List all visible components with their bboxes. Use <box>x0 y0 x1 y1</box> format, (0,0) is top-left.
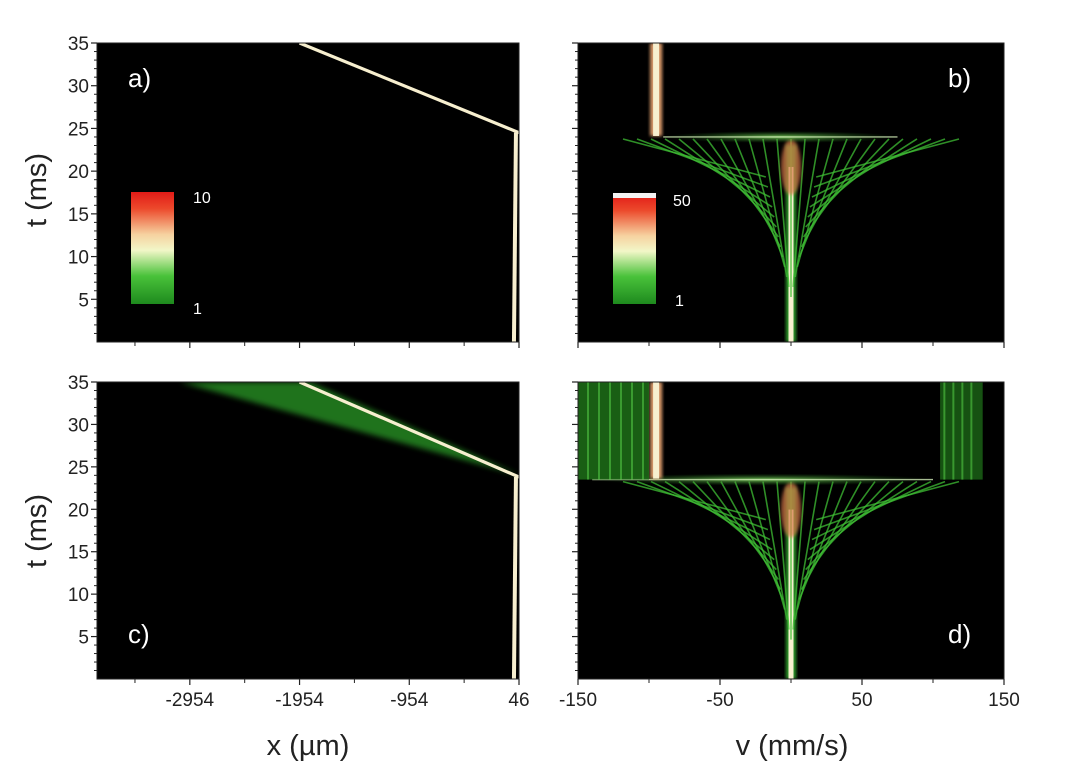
x-tick-label: -2954 <box>166 690 215 711</box>
spread-streak <box>792 138 806 288</box>
drift-trace <box>298 43 519 135</box>
panel-label-a: a) <box>128 63 151 93</box>
y-tick-label: 20 <box>68 162 89 183</box>
y-tick-label: 35 <box>68 34 89 55</box>
colorbar-a-max-label: 10 <box>193 190 211 207</box>
plot-area <box>97 382 519 679</box>
spread-streak <box>678 480 775 561</box>
panel-b <box>577 42 1005 343</box>
spread-streak <box>811 138 932 198</box>
y-tick-label: 5 <box>78 628 89 649</box>
y-tick-label: 10 <box>68 248 89 269</box>
spread-streak <box>809 138 918 208</box>
spread-streak <box>762 138 788 278</box>
spread-streak <box>664 480 773 551</box>
y-tick-label: 25 <box>68 119 89 140</box>
x-tick-label: -954 <box>390 690 428 711</box>
x-tick-label: -1954 <box>275 690 324 711</box>
plot-frame <box>96 381 520 680</box>
colorbar-a <box>131 192 174 304</box>
x-axis-title-right: v (mm/s) <box>736 730 849 762</box>
spread-streak <box>692 138 777 228</box>
spread-streak <box>734 481 784 600</box>
static-trace <box>511 477 518 679</box>
y-tick-label: 20 <box>68 500 89 521</box>
drift-spread <box>179 382 519 476</box>
spread-streak <box>794 481 820 620</box>
spread-streak <box>734 138 784 258</box>
y-axis-title-top: t (ms) <box>21 153 53 227</box>
x-tick-label: 150 <box>988 690 1020 711</box>
colorbar-b <box>613 194 656 304</box>
side-band-left <box>578 382 649 480</box>
x-tick-label: -150 <box>559 690 597 711</box>
y-tick-label: 5 <box>78 290 89 311</box>
spread-streak <box>815 480 960 521</box>
static-trace <box>511 132 518 342</box>
colorbar-a-min-label: 1 <box>193 301 202 318</box>
spread-streak <box>815 138 960 178</box>
spread-streak <box>762 481 788 620</box>
y-tick-label: 15 <box>68 543 89 564</box>
axis-ticks: 5 10 15 20 25 30 35 5 10 15 20 25 30 35 -2954 -1954 -954… <box>68 34 1020 711</box>
spread-streak <box>811 480 932 541</box>
x-axis-title-left: x (µm) <box>267 730 350 762</box>
y-axis-title-bottom: t (ms) <box>21 494 53 568</box>
spread-streak <box>692 481 777 571</box>
hot-core <box>781 481 801 538</box>
spread-streak <box>664 138 773 208</box>
panel-label-d: d) <box>948 619 971 649</box>
spread-streak <box>794 138 820 278</box>
panel-label-c: c) <box>128 619 150 649</box>
colorbar-b-top-cap <box>613 193 656 198</box>
hot-core <box>781 138 801 195</box>
spread-streak <box>748 481 786 610</box>
colorbar-b-max-label: 50 <box>673 193 691 210</box>
y-tick-label: 35 <box>68 373 89 394</box>
panel-label-b: b) <box>948 63 971 93</box>
spread-streak <box>813 480 946 531</box>
spread-streak <box>748 138 786 268</box>
y-tick-label: 30 <box>68 77 89 98</box>
y-tick-label: 10 <box>68 585 89 606</box>
spread-streak <box>813 138 946 188</box>
y-tick-label: 15 <box>68 205 89 226</box>
panel-d <box>577 381 1005 680</box>
y-tick-label: 30 <box>68 415 89 436</box>
spread-streak <box>678 138 775 218</box>
spread-streak <box>776 138 790 288</box>
jump-trace <box>653 382 660 479</box>
spread-streak <box>809 480 918 551</box>
drift-trace <box>298 382 519 479</box>
x-tick-label: 50 <box>851 690 872 711</box>
spread-streak <box>776 481 790 630</box>
colorbar-b-min-label: 1 <box>675 293 684 310</box>
jump-trace <box>653 43 660 136</box>
x-tick-label: -50 <box>706 690 733 711</box>
panel-c <box>96 381 520 680</box>
plot-frame <box>96 42 520 343</box>
x-tick-label: 46 <box>508 690 529 711</box>
spread-streak <box>792 481 806 630</box>
y-tick-label: 25 <box>68 458 89 479</box>
